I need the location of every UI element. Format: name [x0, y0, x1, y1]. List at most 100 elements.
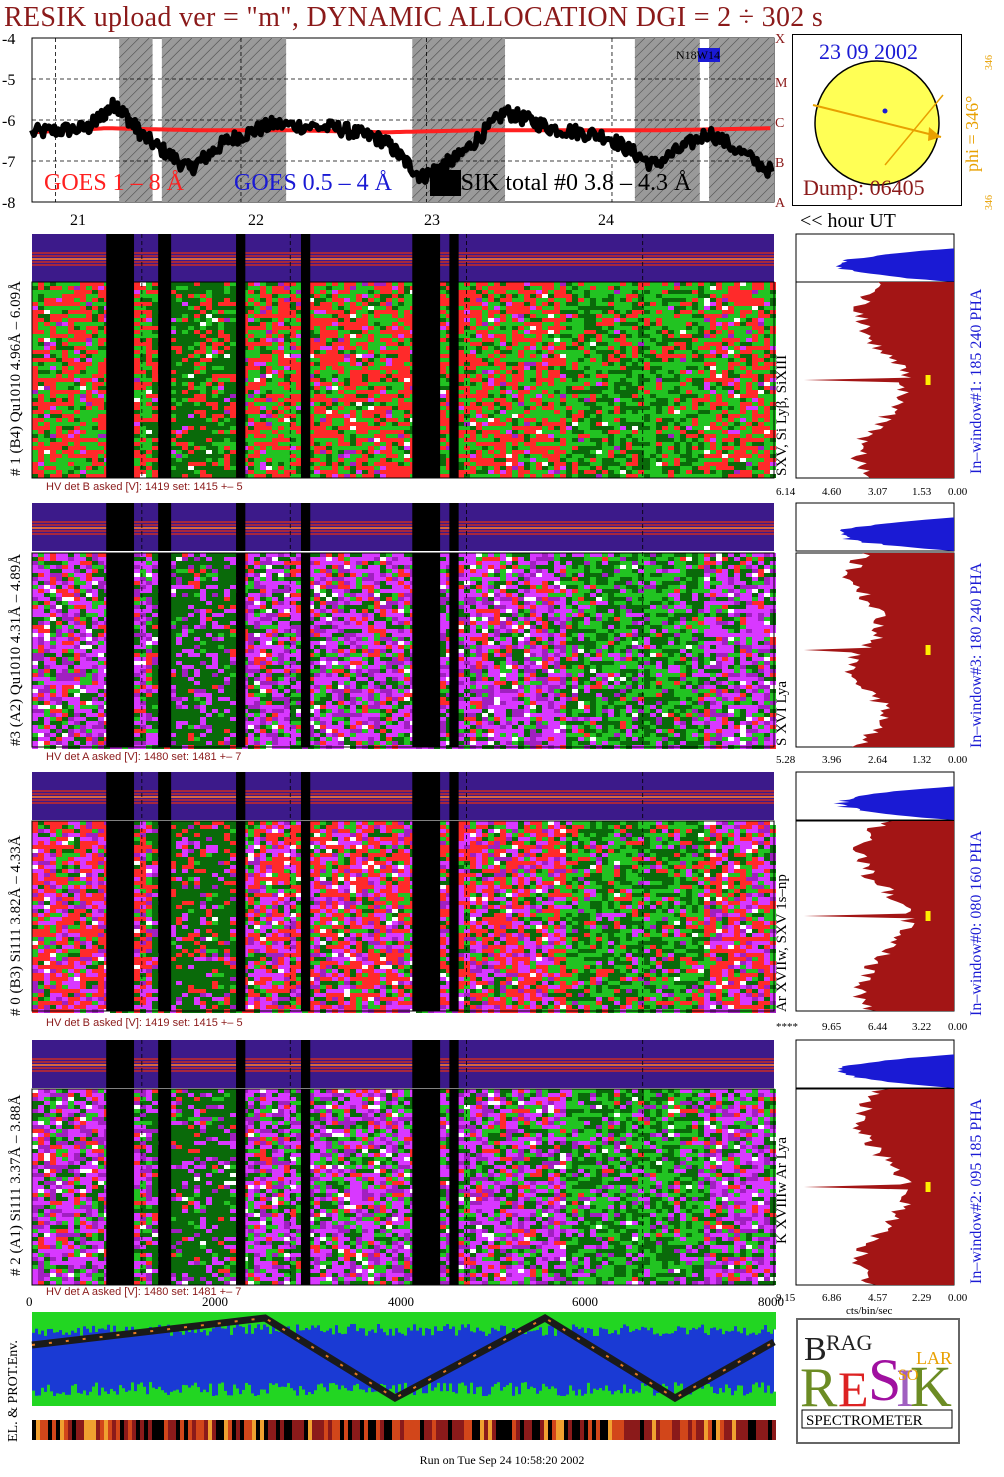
heatmap-cell — [584, 286, 590, 290]
heatmap-cell — [272, 466, 278, 470]
heatmap-cell — [440, 434, 446, 438]
heatmap-cell — [200, 442, 206, 446]
heatmap-cell — [230, 358, 236, 362]
hatch-line — [161, 37, 263, 139]
heatmap-cell — [62, 470, 68, 474]
heatmap-cell — [98, 414, 104, 418]
hatch-line — [634, 72, 701, 139]
heatmap-cell — [332, 462, 338, 466]
heatmap-cell — [206, 330, 212, 334]
heatmap-cell — [368, 378, 374, 382]
heatmap-cell — [488, 474, 494, 478]
heatmap-cell — [506, 446, 512, 450]
heatmap-cell — [218, 426, 224, 430]
heatmap-cell — [98, 370, 104, 374]
heatmap-cell — [272, 474, 278, 478]
heatmap-cell — [518, 418, 524, 422]
heatmap-cell — [572, 414, 578, 418]
heatmap-cell — [440, 338, 446, 342]
heatmap-cell — [530, 382, 536, 386]
heatmap-cell — [362, 302, 368, 306]
heatmap-cell — [248, 446, 254, 450]
heatmap-cell — [32, 294, 38, 298]
heatmap-cell — [314, 438, 320, 442]
heatmap-cell — [200, 414, 206, 418]
heatmap-cell — [500, 302, 506, 306]
heatmap-cell — [536, 390, 542, 394]
heatmap-cell — [338, 370, 344, 374]
heatmap-cell — [512, 414, 518, 418]
heatmap-cell — [62, 446, 68, 450]
heatmap-cell — [476, 438, 482, 442]
heatmap-cell — [602, 346, 608, 350]
heatmap-cell — [206, 314, 212, 318]
heatmap-cell — [458, 286, 464, 290]
heatmap-cell — [476, 402, 482, 406]
heatmap-cell — [260, 362, 266, 366]
heatmap-cell — [350, 342, 356, 346]
heatmap-cell — [524, 410, 530, 414]
heatmap-cell — [206, 446, 212, 450]
heatmap-cell — [344, 314, 350, 318]
heatmap-cell — [182, 338, 188, 342]
heatmap-cell — [326, 462, 332, 466]
heatmap-cell — [374, 394, 380, 398]
heatmap-cell — [332, 438, 338, 442]
heatmap-cell — [584, 470, 590, 474]
heatmap-cell — [362, 442, 368, 446]
heatmap-cell — [266, 298, 272, 302]
hatch-line — [670, 172, 701, 203]
heatmap-cell — [470, 434, 476, 438]
heatmap-cell — [530, 466, 536, 470]
heatmap-cell — [314, 306, 320, 310]
heatmap-cell — [68, 326, 74, 330]
heatmap-cell — [350, 430, 356, 434]
heatmap-cell — [86, 350, 92, 354]
heatmap-cell — [464, 410, 470, 414]
heatmap-cell — [38, 410, 44, 414]
heatmap-cell — [350, 454, 356, 458]
heatmap-cell — [494, 386, 500, 390]
heatmap-cell — [98, 294, 104, 298]
heatmap-cell — [536, 314, 542, 318]
heatmap-cell — [380, 430, 386, 434]
heatmap-cell — [74, 414, 80, 418]
goes-lightcurve-panel: -4 -5 -6 -7 -8 — [0, 31, 790, 214]
heatmap-cell — [488, 294, 494, 298]
heatmap-cell — [272, 298, 278, 302]
heatmap-cell — [548, 382, 554, 386]
heatmap-cell — [68, 310, 74, 314]
heatmap-cell — [578, 302, 584, 306]
heatmap-cell — [512, 374, 518, 378]
heatmap-cell — [74, 378, 80, 382]
heatmap-cell — [614, 402, 620, 406]
heatmap-cell — [140, 426, 146, 430]
heatmap-cell — [134, 462, 140, 466]
heatmap-cell — [284, 462, 290, 466]
heatmap-cell — [386, 446, 392, 450]
heatmap-cell — [506, 294, 512, 298]
heatmap-cell — [74, 450, 80, 454]
heatmap-cell — [380, 294, 386, 298]
heatmap-cell — [74, 318, 80, 322]
heatmap-cell — [488, 366, 494, 370]
heatmap-cell — [380, 330, 386, 334]
heatmap-cell — [230, 282, 236, 286]
heatmap-cell — [44, 338, 50, 342]
heatmap-cell — [398, 370, 404, 374]
heatmap-cell — [92, 430, 98, 434]
heatmap-cell — [212, 446, 218, 450]
heatmap-cell — [356, 394, 362, 398]
heatmap-cell — [284, 386, 290, 390]
heatmap-cell — [500, 442, 506, 446]
heatmap-cell — [92, 374, 98, 378]
heatmap-cell — [578, 398, 584, 402]
heatmap-cell — [44, 370, 50, 374]
heatmap-cell — [560, 350, 566, 354]
sun-date: 23 09 2002 — [819, 39, 918, 65]
heatmap-cell — [194, 334, 200, 338]
class-a: A — [775, 196, 785, 212]
heatmap-cell — [554, 366, 560, 370]
heatmap-cell — [356, 458, 362, 462]
heatmap-cell — [458, 338, 464, 342]
